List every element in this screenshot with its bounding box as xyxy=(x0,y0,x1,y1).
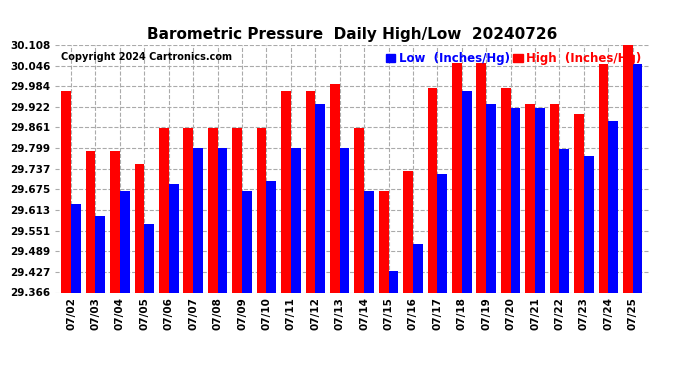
Bar xyxy=(61,91,71,292)
Bar xyxy=(266,181,276,292)
Bar xyxy=(525,104,535,292)
Bar xyxy=(242,191,252,292)
Bar xyxy=(379,191,388,292)
Bar xyxy=(71,204,81,292)
Bar xyxy=(184,128,193,292)
Bar xyxy=(169,184,179,292)
Bar xyxy=(291,148,301,292)
Bar xyxy=(574,114,584,292)
Bar xyxy=(437,174,447,292)
Bar xyxy=(257,128,266,292)
Bar xyxy=(550,104,560,292)
Bar xyxy=(306,91,315,292)
Bar xyxy=(501,88,511,292)
Bar xyxy=(584,156,593,292)
Bar xyxy=(193,148,203,292)
Bar xyxy=(452,63,462,292)
Bar xyxy=(110,151,120,292)
Bar xyxy=(120,191,130,292)
Bar xyxy=(330,84,339,292)
Bar xyxy=(413,244,423,292)
Legend: Low  (Inches/Hg), High  (Inches/Hg): Low (Inches/Hg), High (Inches/Hg) xyxy=(384,51,642,66)
Bar xyxy=(476,63,486,292)
Bar xyxy=(233,128,242,292)
Bar xyxy=(609,121,618,292)
Bar xyxy=(388,271,398,292)
Bar xyxy=(339,148,349,292)
Bar xyxy=(462,91,471,292)
Bar xyxy=(535,108,545,292)
Bar xyxy=(511,108,520,292)
Bar xyxy=(403,171,413,292)
Bar xyxy=(428,88,437,292)
Bar xyxy=(315,104,325,292)
Bar xyxy=(364,191,374,292)
Bar xyxy=(144,225,154,292)
Title: Barometric Pressure  Daily High/Low  20240726: Barometric Pressure Daily High/Low 20240… xyxy=(147,27,557,42)
Bar xyxy=(355,128,364,292)
Text: Copyright 2024 Cartronics.com: Copyright 2024 Cartronics.com xyxy=(61,53,232,62)
Bar xyxy=(86,151,95,292)
Bar xyxy=(281,91,291,292)
Bar xyxy=(135,164,144,292)
Bar xyxy=(598,64,609,292)
Bar xyxy=(208,128,217,292)
Bar xyxy=(159,128,169,292)
Bar xyxy=(560,149,569,292)
Bar xyxy=(633,64,642,292)
Bar xyxy=(623,45,633,292)
Bar xyxy=(217,148,228,292)
Bar xyxy=(486,104,496,292)
Bar xyxy=(95,216,106,292)
